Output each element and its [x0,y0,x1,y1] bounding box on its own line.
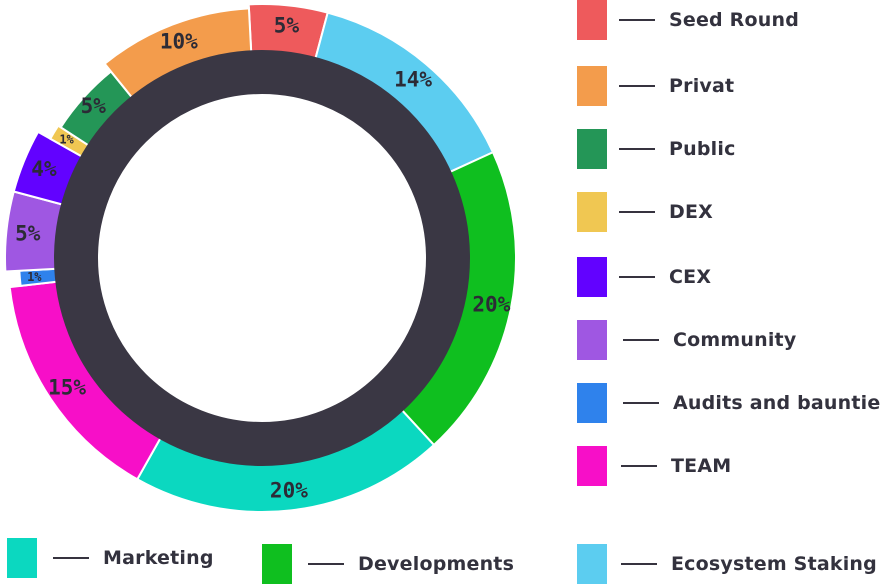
legend-swatch [577,129,607,169]
slice-label-seed-round: 5% [274,13,300,37]
legend-label: Public [669,138,736,160]
slice-label-privat: 10% [160,29,198,53]
legend-dash [619,85,655,87]
legend-item-privat: Privat [577,66,734,106]
legend-item-dex: DEX [577,192,713,232]
legend-dash [619,276,655,278]
legend-swatch [577,192,607,232]
legend-label: CEX [669,266,712,288]
legend-dash [619,148,655,150]
legend-item-developments: Developments [262,544,514,584]
slice-label-cex: 4% [31,157,57,181]
legend-dash [621,465,657,467]
slice-label-public: 5% [81,94,107,118]
legend-dash [53,557,89,559]
legend-dash [308,563,344,565]
slice-label-community: 5% [15,221,41,245]
legend-dash [619,19,655,21]
legend-dash [621,563,657,565]
legend-swatch [262,544,292,584]
legend-label: Community [673,329,797,351]
legend-swatch [577,544,607,584]
legend-item-team: TEAM [577,446,731,486]
legend-label: Audits and baunties [673,392,881,414]
legend-label: Developments [358,553,515,575]
legend-label: Ecosystem Staking [671,553,877,575]
legend-label: Privat [669,75,735,97]
slice-label-ecosystem-staking: 14% [394,67,432,91]
legend-item-cex: CEX [577,257,711,297]
legend-swatch [577,257,607,297]
legend-item-public: Public [577,129,736,169]
legend-item-seed-round: Seed Round [577,0,799,40]
legend-label: DEX [669,201,713,223]
legend-swatch [7,538,37,578]
legend-label: Marketing [103,547,214,569]
slice-label-developments: 20% [472,292,510,316]
legend-item-ecosystem-staking: Ecosystem Staking [577,544,877,584]
legend-item-community: Community [577,320,796,360]
legend-label: Seed Round [669,9,800,31]
slice-label-marketing: 20% [270,478,308,502]
legend-dash [619,211,655,213]
slice-label-dex: 1% [59,133,74,147]
legend-swatch [577,383,607,423]
slice-label-team: 15% [48,375,86,399]
legend-swatch [577,0,607,40]
inner-ring [54,50,470,466]
slice-labels: 5%14%20%20%15%1%5%4%1%5%10% [15,13,511,502]
legend-dash [623,339,659,341]
legend-label: TEAM [671,455,732,477]
legend-item-audits: Audits and baunties [577,383,881,423]
legend-swatch [577,66,607,106]
legend-item-marketing: Marketing [7,538,214,578]
legend-dash [623,402,659,404]
slice-label-audits-and-baunties: 1% [27,270,42,284]
legend-swatch [577,320,607,360]
legend-swatch [577,446,607,486]
